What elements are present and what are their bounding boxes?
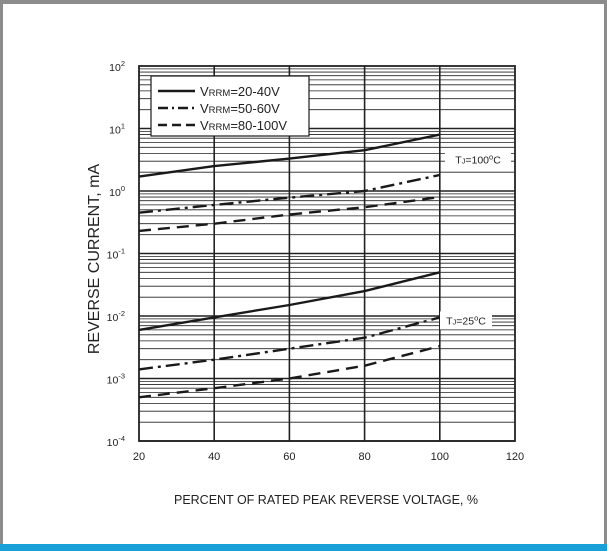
annotation-bg	[440, 311, 492, 330]
y-tick-label: 10-4	[107, 434, 125, 449]
y-axis-title: REVERSE CURRENT, mA	[86, 164, 103, 355]
tick-labels: 20 40 60 80 100 120 102 101 100 10-1 10-2 10-3 10-4	[107, 59, 525, 463]
legend-label: VRRM=80-100V	[200, 118, 287, 133]
x-tick-label: 60	[283, 451, 295, 463]
accent-bar	[0, 544, 607, 551]
legend-box	[150, 75, 310, 137]
y-tick-label: 10-2	[107, 309, 125, 324]
legend-label: VRRM=50-60V	[200, 101, 280, 116]
y-tick-label: 101	[109, 122, 125, 137]
series-lines	[138, 133, 441, 399]
x-tick-label: 20	[133, 451, 145, 463]
series-line-dashdot	[138, 173, 441, 214]
x-tick-label: 100	[431, 451, 449, 463]
x-tick-label: 80	[358, 451, 370, 463]
annotation-tj25: TJ=25oC	[446, 313, 486, 327]
x-tick-label: 40	[208, 451, 220, 463]
series-line-dashed	[138, 195, 440, 233]
legend: VRRM=20-40V VRRM=50-60V VRRM=80-100V	[150, 75, 310, 137]
plot-border	[138, 65, 516, 442]
series-line-dashed	[138, 344, 441, 399]
annotations: TJ=100oC TJ=25oC	[440, 150, 511, 330]
y-tick-label: 102	[109, 59, 125, 74]
annotation-bg	[445, 150, 511, 169]
y-tick-label: 10-3	[107, 372, 125, 387]
x-axis-title: PERCENT OF RATED PEAK REVERSE VOLTAGE, %	[174, 493, 478, 507]
y-tick-label: 10-1	[107, 247, 125, 262]
y-tick-label: 100	[109, 184, 125, 199]
series-line-solid	[138, 271, 441, 332]
series-line-solid	[138, 133, 441, 178]
series-line-dashdot	[138, 316, 441, 371]
legend-label: VRRM=20-40V	[200, 84, 280, 99]
annotation-tj100: TJ=100oC	[455, 152, 501, 166]
x-tick-label: 120	[506, 451, 524, 463]
